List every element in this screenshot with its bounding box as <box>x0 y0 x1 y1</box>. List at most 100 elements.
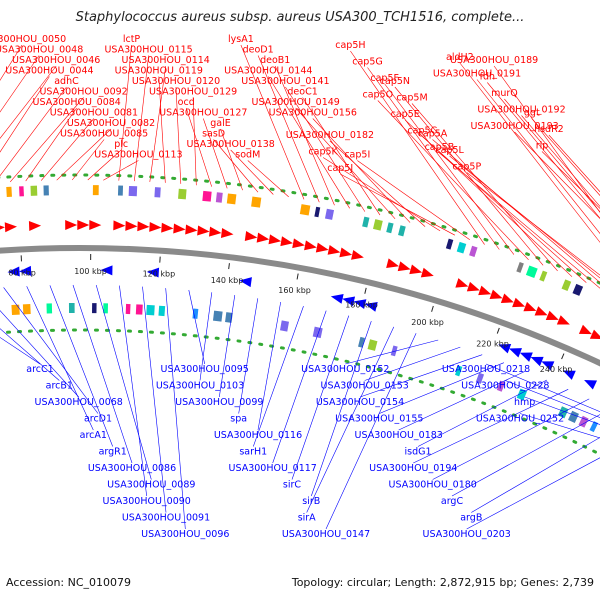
feature-block[interactable] <box>516 261 524 273</box>
reverse-gene-label[interactable]: USA300HOU_0155 <box>335 414 423 425</box>
feature-block[interactable] <box>589 421 599 433</box>
forward-gene-label[interactable]: USA300HOU_0192 <box>477 105 565 116</box>
feature-block[interactable] <box>46 303 53 314</box>
reverse-gene-label[interactable]: USA300HOU_0089 <box>107 480 195 491</box>
reverse-gene-arrow[interactable] <box>7 266 20 277</box>
forward-gene-label[interactable]: USA300HOU_0046 <box>12 55 100 66</box>
feature-block[interactable] <box>314 206 321 218</box>
reverse-gene-arrow[interactable] <box>330 291 344 304</box>
reverse-gene-label[interactable]: USA300HOU_0147 <box>282 529 370 540</box>
forward-gene-label[interactable]: USA300HOU_0081 <box>50 108 138 119</box>
forward-gene-label[interactable]: cap5E <box>391 109 420 120</box>
reverse-gene-label[interactable]: argC <box>441 496 464 507</box>
forward-gene-arrow[interactable] <box>256 232 270 245</box>
forward-gene-label[interactable]: cap5L <box>435 145 464 156</box>
forward-gene-label[interactable]: cap5B <box>425 142 455 153</box>
feature-block[interactable] <box>525 265 538 278</box>
feature-block[interactable] <box>212 310 223 322</box>
forward-gene-label[interactable]: USA300HOU_0156 <box>269 108 357 119</box>
forward-gene-label[interactable]: cap5F <box>370 73 399 84</box>
forward-gene-arrow[interactable] <box>523 301 538 316</box>
forward-gene-arrow[interactable] <box>545 310 561 325</box>
feature-block[interactable] <box>202 190 212 202</box>
reverse-gene-label[interactable]: sirB <box>302 496 320 507</box>
feature-block[interactable] <box>30 185 38 196</box>
reverse-gene-label[interactable]: USA300HOU_0183 <box>355 430 443 441</box>
forward-gene-label[interactable]: lysA1 <box>228 34 254 45</box>
forward-gene-label[interactable]: USA300HOU_0044 <box>5 66 93 77</box>
feature-block[interactable] <box>456 241 467 254</box>
forward-gene-label[interactable]: aldH2 <box>446 52 474 63</box>
reverse-gene-label[interactable]: USA300HOU_0090 <box>103 496 191 507</box>
reverse-gene-label[interactable]: USA300HOU_0153 <box>321 381 409 392</box>
forward-gene-label[interactable]: hsdR2 <box>534 124 564 135</box>
forward-gene-label[interactable]: USA300HOU_0141 <box>241 76 329 87</box>
feature-block[interactable] <box>19 186 24 197</box>
forward-gene-label[interactable]: galE <box>210 118 231 129</box>
forward-gene-arrow[interactable] <box>339 247 353 259</box>
reverse-gene-arrow[interactable] <box>100 265 113 276</box>
reverse-gene-arrow[interactable] <box>19 265 32 277</box>
reverse-gene-arrow[interactable] <box>352 296 367 309</box>
forward-gene-label[interactable]: USA300HOU_0138 <box>187 139 275 150</box>
forward-gene-label[interactable]: cap5N <box>380 76 410 87</box>
reverse-gene-label[interactable]: argR1 <box>99 447 127 458</box>
reverse-gene-label[interactable]: USA300HOU_0154 <box>316 397 404 408</box>
reverse-gene-arrow[interactable] <box>507 344 522 358</box>
forward-gene-arrow[interactable] <box>161 222 174 234</box>
reverse-gene-label[interactable]: USA300HOU_0095 <box>161 364 249 375</box>
feature-block[interactable] <box>367 339 378 351</box>
feature-block[interactable] <box>43 185 49 196</box>
forward-gene-arrow[interactable] <box>304 240 318 252</box>
reverse-gene-arrow[interactable] <box>364 299 378 312</box>
feature-block[interactable] <box>117 185 124 196</box>
reverse-gene-label[interactable]: sirC <box>283 480 301 491</box>
forward-gene-label[interactable]: USA300HOU_0189 <box>450 55 538 66</box>
feature-block[interactable] <box>496 380 506 392</box>
reverse-gene-arrow[interactable] <box>146 267 160 278</box>
reverse-gene-arrow[interactable] <box>518 348 533 362</box>
forward-gene-label[interactable]: deoD1 <box>243 45 274 56</box>
forward-gene-label[interactable]: USA300HOU_0048 <box>0 45 83 56</box>
forward-gene-arrow[interactable] <box>173 223 186 235</box>
forward-gene-label[interactable]: adhC <box>54 76 79 87</box>
forward-gene-arrow[interactable] <box>0 222 5 233</box>
feature-block[interactable] <box>178 188 187 200</box>
reverse-gene-label[interactable]: USA300HOU_0068 <box>35 397 123 408</box>
forward-gene-arrow[interactable] <box>125 220 138 231</box>
forward-gene-label[interactable]: rlp <box>536 141 549 152</box>
feature-block[interactable] <box>215 192 223 203</box>
reverse-gene-label[interactable]: arcC1 <box>26 364 53 375</box>
reverse-gene-arrow[interactable] <box>582 375 598 390</box>
forward-gene-arrow[interactable] <box>185 224 198 235</box>
reverse-gene-arrow[interactable] <box>496 340 512 354</box>
feature-block[interactable] <box>358 336 365 348</box>
forward-gene-arrow[interactable] <box>500 293 516 307</box>
feature-block[interactable] <box>158 305 166 317</box>
forward-gene-arrow[interactable] <box>280 236 294 248</box>
reverse-gene-label[interactable]: USA300HOU_0116 <box>214 430 302 441</box>
forward-gene-label[interactable]: ggt <box>524 108 540 119</box>
forward-gene-arrow[interactable] <box>351 249 365 262</box>
feature-block[interactable] <box>6 186 12 198</box>
forward-gene-label[interactable]: sodM <box>235 150 260 161</box>
forward-gene-label[interactable]: USA300HOU_0082 <box>67 118 155 129</box>
reverse-gene-label[interactable]: arcD1 <box>84 414 112 425</box>
feature-block[interactable] <box>103 303 109 314</box>
forward-gene-label[interactable]: USA300HOU_0050 <box>0 34 66 45</box>
reverse-gene-label[interactable]: USA300HOU_0194 <box>369 463 457 474</box>
reverse-gene-label[interactable]: USA300HOU_0096 <box>141 529 229 540</box>
feature-block[interactable] <box>386 222 394 234</box>
forward-gene-label[interactable]: USA300HOU_0114 <box>122 55 210 66</box>
feature-block[interactable] <box>251 196 262 208</box>
forward-gene-arrow[interactable] <box>478 285 493 299</box>
forward-gene-arrow[interactable] <box>386 258 400 271</box>
forward-gene-arrow[interactable] <box>315 242 330 255</box>
forward-gene-arrow[interactable] <box>327 244 342 257</box>
forward-gene-arrow[interactable] <box>512 297 527 312</box>
forward-gene-arrow[interactable] <box>589 329 600 344</box>
feature-block[interactable] <box>362 216 370 228</box>
forward-gene-label[interactable]: murQ <box>491 88 518 99</box>
reverse-gene-label[interactable]: USA300HOU_0103 <box>156 381 244 392</box>
